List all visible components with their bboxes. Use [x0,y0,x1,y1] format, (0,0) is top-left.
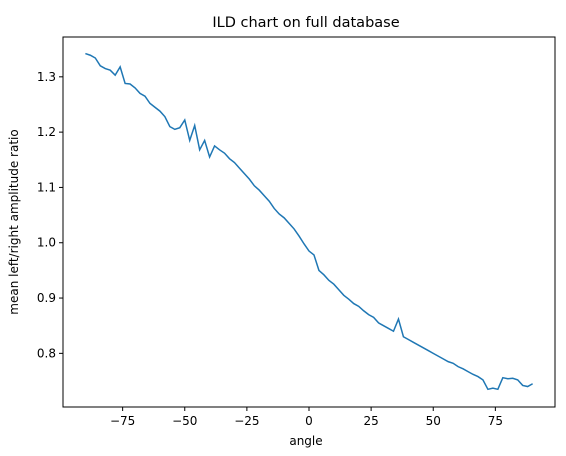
y-tick-label: 1.2 [37,125,56,139]
y-tick-label: 1.3 [37,70,56,84]
x-tick-label: 50 [426,414,441,428]
chart-title: ILD chart on full database [212,15,399,31]
plot-frame [62,36,556,408]
x-tick-label: −50 [172,414,197,428]
y-axis-label: mean left/right amplitude ratio [7,129,21,314]
x-tick-label: 75 [488,414,503,428]
data-line [85,52,534,391]
y-tick-label: 0.9 [37,291,56,305]
x-axis-label: angle [289,434,322,448]
x-tick-label: 25 [363,414,378,428]
y-tick-label: 1.0 [37,236,56,250]
y-tick-label: 0.8 [37,346,56,360]
x-tick-label: −25 [234,414,259,428]
y-tick-label: 1.1 [37,180,56,194]
x-tick-label: −75 [110,414,135,428]
x-tick-label: 0 [305,414,313,428]
